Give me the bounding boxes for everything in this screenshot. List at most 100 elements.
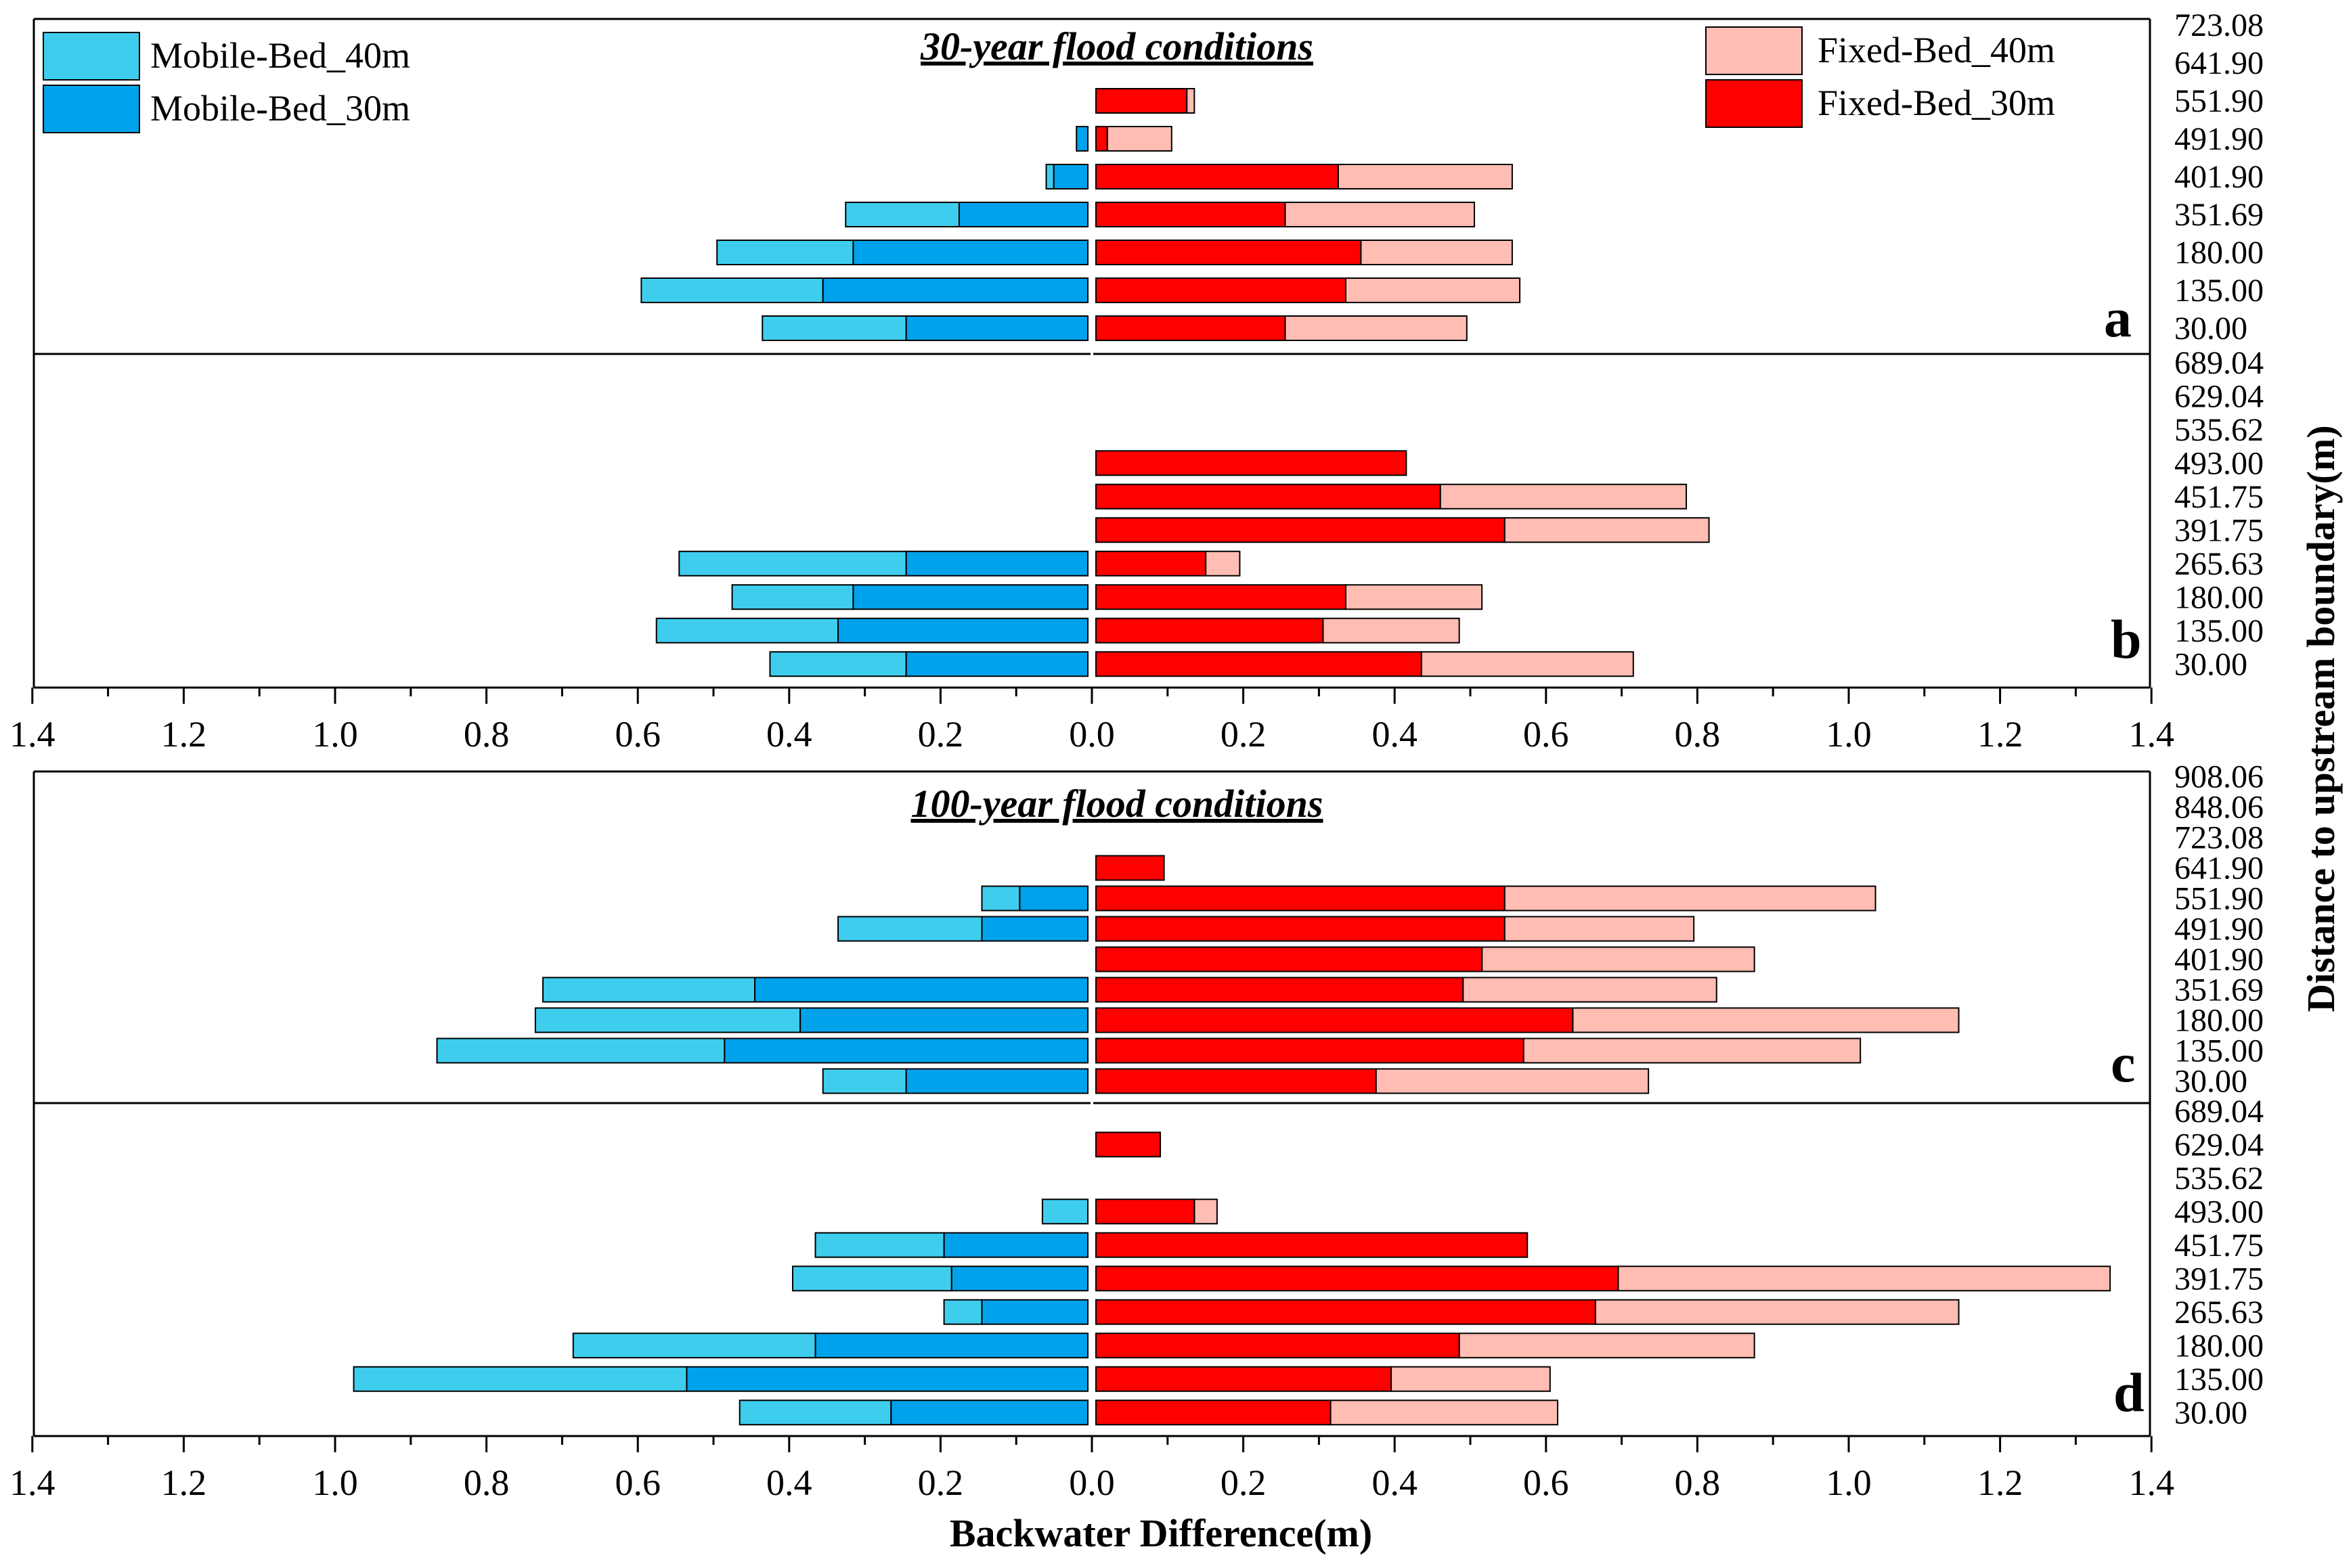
y-tick-label: 723.08 [2174,7,2264,43]
bar-mobile-30m [905,315,1089,341]
bar-mobile-40m [791,1265,952,1292]
bar-fixed-30m [1095,946,1483,972]
y-tick-label: 135.00 [2174,273,2264,309]
x-tick-label: 0.6 [615,714,661,755]
x-tick-label: 0.4 [1371,714,1418,755]
x-tick-label: 1.2 [161,1462,207,1503]
y-tick-label: 491.90 [2174,121,2264,157]
legend-label: Fixed-Bed_30m [1818,83,2055,123]
y-tick-label: 351.69 [2174,197,2264,233]
bar-mobile-40m [739,1399,892,1426]
bar-fixed-30m [1095,88,1188,114]
bar-mobile-30m [890,1399,1089,1426]
bar-mobile-40m [572,1332,816,1359]
bar-fixed-30m [1095,450,1407,476]
y-tick-label: 401.90 [2174,942,2264,978]
y-tick-label: 401.90 [2174,159,2264,195]
bar-mobile-40m [353,1366,688,1392]
bar-fixed-40m [1344,277,1521,303]
panel-letter: d [2113,1362,2145,1423]
panel-letter: c [2111,1032,2135,1094]
y-tick-label: 265.63 [2174,1295,2264,1330]
y-tick-label: 351.69 [2174,972,2264,1008]
bar-fixed-40m [1330,1399,1558,1426]
bar-fixed-30m [1095,1265,1619,1292]
bar-mobile-40m [534,1007,801,1033]
x-tick-label: 1.0 [1826,714,1872,755]
bar-mobile-30m [943,1232,1089,1258]
y-tick-label: 491.90 [2174,912,2264,947]
bar-mobile-30m [837,617,1089,644]
bar-mobile-30m [799,1007,1089,1033]
y-tick-label: 30.00 [2174,646,2247,682]
bar-fixed-40m [1344,584,1483,610]
y-tick-label: 908.06 [2174,759,2264,795]
bar-fixed-30m [1095,202,1286,227]
bar-fixed-30m [1095,1199,1195,1225]
bar-mobile-40m [731,584,854,610]
y-axis-label: Distance to upstream boundary(m) [2299,425,2343,1012]
bar-fixed-40m [1439,483,1688,510]
x-tick-label: 0.2 [1221,714,1267,755]
bar-fixed-30m [1095,240,1362,265]
x-tick-label: 0.0 [1069,714,1115,755]
bar-mobile-40m [436,1037,726,1064]
x-tick-label: 0.8 [464,1462,510,1503]
x-tick-label: 0.4 [1371,1462,1418,1503]
bar-fixed-30m [1095,126,1108,152]
bar-mobile-40m [1045,164,1055,189]
x-tick-label: 1.4 [2128,1462,2174,1503]
bar-mobile-30m [724,1037,1089,1064]
bar-fixed-30m [1095,1366,1392,1392]
bar-mobile-40m [762,315,907,341]
x-tick-label: 1.2 [161,714,207,755]
bar-fixed-30m [1095,517,1506,543]
x-tick-label: 0.6 [1523,714,1569,755]
y-tick-label: 391.75 [2174,1261,2264,1297]
bar-mobile-40m [678,550,907,577]
y-tick-label: 30.00 [2174,1064,2247,1100]
panel-letter: b [2111,608,2142,670]
bar-mobile-30m [754,977,1089,1003]
bar-mobile-40m [655,617,839,644]
x-tick-label: 1.0 [312,1462,358,1503]
bar-fixed-40m [1322,617,1460,644]
y-tick-label: 493.00 [2174,1194,2264,1230]
bar-fixed-40m [1462,977,1717,1003]
bar-mobile-30m [981,916,1089,942]
bar-mobile-30m [686,1366,1089,1392]
bar-fixed-30m [1095,1007,1574,1033]
bar-fixed-40m [1390,1366,1551,1392]
x-tick-label: 0.6 [1523,1462,1569,1503]
y-tick-label: 180.00 [2174,1328,2264,1364]
x-tick-label: 1.4 [2128,714,2174,755]
x-tick-label: 0.2 [918,1462,964,1503]
bar-fixed-30m [1095,617,1324,644]
x-tick-label: 1.4 [9,714,56,755]
y-tick-label: 451.75 [2174,479,2264,515]
bar-fixed-30m [1095,277,1346,303]
legend-swatch [1705,79,1803,128]
bar-mobile-30m [822,277,1089,303]
bar-fixed-40m [1284,202,1475,227]
y-tick-label: 629.04 [2174,378,2264,414]
bar-fixed-30m [1095,1399,1332,1426]
bar-fixed-40m [1503,885,1876,912]
bar-fixed-40m [1617,1265,2111,1292]
x-tick-label: 0.8 [1675,714,1721,755]
y-tick-label: 535.62 [2174,412,2264,448]
y-tick-label: 629.04 [2174,1127,2264,1163]
x-axis-label: Backwater Difference(m) [950,1511,1372,1555]
y-tick-label: 689.04 [2174,345,2264,381]
y-tick-label: 641.90 [2174,45,2264,81]
x-tick-label: 1.4 [9,1462,56,1503]
bar-mobile-40m [814,1232,945,1258]
bar-mobile-30m [1076,126,1089,152]
y-tick-label: 493.00 [2174,445,2264,481]
bar-mobile-40m [837,916,983,942]
bar-fixed-30m [1095,1037,1524,1064]
y-tick-label: 391.75 [2174,512,2264,548]
bar-fixed-40m [1503,517,1710,543]
bar-fixed-30m [1095,1232,1529,1258]
